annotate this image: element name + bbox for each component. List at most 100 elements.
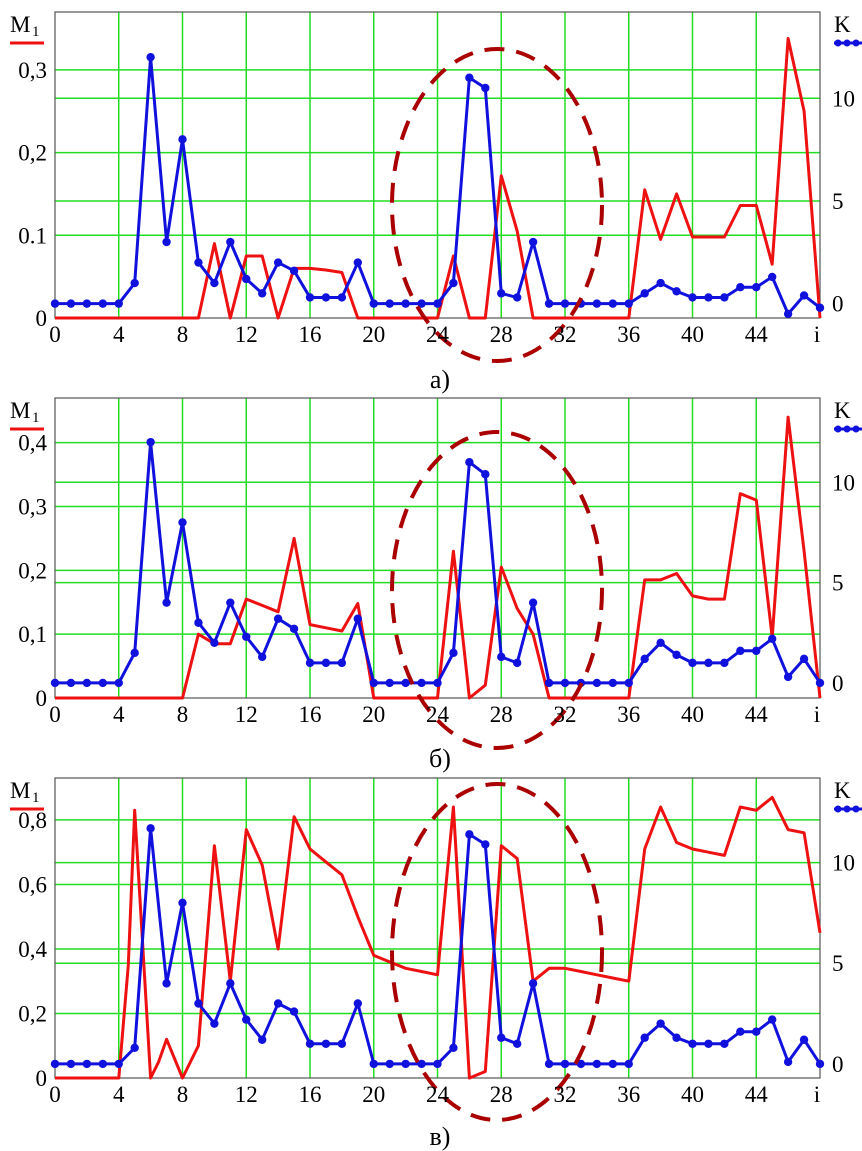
data-point bbox=[305, 1039, 315, 1048]
x-tick-label: 16 bbox=[299, 702, 322, 727]
x-tick-label: 44 bbox=[745, 322, 769, 347]
data-point bbox=[369, 299, 378, 308]
data-point bbox=[783, 309, 793, 319]
data-point bbox=[273, 258, 283, 267]
data-point bbox=[560, 1059, 570, 1069]
x-tick-label: 32 bbox=[554, 1082, 577, 1107]
data-point bbox=[799, 291, 809, 300]
data-point bbox=[146, 824, 155, 833]
y-left-tick-label: 0 bbox=[36, 1066, 48, 1091]
right-axis-label: K bbox=[834, 778, 851, 803]
data-point bbox=[481, 470, 490, 479]
data-point bbox=[799, 1035, 809, 1044]
data-point bbox=[130, 1043, 139, 1052]
x-tick-label: 40 bbox=[681, 1082, 704, 1107]
data-point bbox=[242, 632, 251, 641]
data-point bbox=[50, 1059, 60, 1069]
series-line-m1 bbox=[55, 37, 822, 320]
chart-panel-2: 0 4 8 12 16 20 24 28 32 36 40 44 i00,20,40,60,80510M… bbox=[10, 777, 862, 1151]
legend-k: K bbox=[834, 778, 862, 813]
x-tick-label: 16 bbox=[299, 1082, 322, 1107]
x-tick-label: 20 bbox=[362, 1082, 385, 1107]
x-tick-label: 28 bbox=[490, 322, 513, 347]
data-point bbox=[688, 1039, 697, 1048]
data-point bbox=[369, 678, 378, 688]
x-tick-label: 40 bbox=[681, 322, 704, 347]
data-point bbox=[210, 278, 219, 288]
data-point bbox=[321, 293, 331, 302]
y-right-tick-label: 10 bbox=[832, 851, 855, 876]
data-point bbox=[815, 303, 825, 312]
y-right-tick-label: 10 bbox=[832, 470, 855, 495]
data-point bbox=[353, 999, 363, 1008]
data-point bbox=[305, 658, 315, 668]
data-point bbox=[481, 840, 490, 849]
data-point bbox=[178, 135, 187, 144]
panel-label: в) bbox=[430, 1122, 451, 1151]
data-point bbox=[178, 518, 187, 527]
data-point bbox=[82, 1059, 92, 1069]
data-point bbox=[656, 1019, 665, 1028]
left-axis-subscript: 1 bbox=[32, 24, 40, 40]
x-tick-label: 4 bbox=[113, 322, 125, 347]
data-point bbox=[114, 1059, 123, 1069]
data-point bbox=[433, 678, 442, 688]
y-left-tick-label: 0,2 bbox=[18, 141, 47, 166]
data-point bbox=[82, 299, 92, 308]
data-point bbox=[162, 979, 171, 988]
x-tick-label: 36 bbox=[617, 702, 640, 727]
data-point bbox=[497, 652, 506, 662]
data-point bbox=[385, 678, 394, 688]
x-tick-label: 0 bbox=[49, 322, 61, 347]
data-point bbox=[544, 678, 554, 688]
data-point bbox=[799, 654, 809, 664]
y-left-tick-label: 0,8 bbox=[18, 808, 47, 833]
data-point bbox=[752, 1027, 761, 1036]
x-axis-end-label: i bbox=[814, 702, 820, 727]
y-left-tick-label: 0,3 bbox=[18, 58, 47, 83]
data-point bbox=[752, 282, 761, 292]
data-point bbox=[449, 278, 458, 288]
y-left-tick-label: 0,2 bbox=[18, 558, 47, 583]
data-point bbox=[66, 1059, 76, 1069]
legend-k-marker bbox=[852, 805, 860, 813]
x-tick-label: 8 bbox=[177, 322, 189, 347]
data-point bbox=[417, 299, 426, 308]
data-point bbox=[130, 648, 139, 658]
x-tick-label: 36 bbox=[617, 1082, 640, 1107]
data-point bbox=[146, 437, 155, 447]
y-right-tick-label: 5 bbox=[832, 951, 844, 976]
data-point bbox=[560, 678, 570, 688]
data-point bbox=[528, 979, 538, 988]
data-point bbox=[242, 274, 251, 284]
data-point bbox=[385, 1059, 394, 1069]
left-axis-label: M bbox=[10, 12, 30, 37]
data-point bbox=[178, 898, 187, 908]
data-point bbox=[337, 293, 347, 302]
legend-k-marker bbox=[834, 39, 842, 47]
data-point bbox=[736, 646, 745, 656]
data-point bbox=[815, 678, 825, 688]
data-point bbox=[226, 237, 235, 247]
legend-k-marker bbox=[843, 39, 851, 47]
data-point bbox=[210, 1019, 219, 1028]
data-point bbox=[449, 648, 458, 658]
legend-k-marker bbox=[843, 805, 851, 813]
legend-k-marker bbox=[843, 425, 851, 433]
data-point bbox=[114, 678, 123, 688]
data-point bbox=[50, 299, 60, 308]
panel-label: а) bbox=[430, 365, 450, 394]
data-point bbox=[592, 299, 602, 308]
x-tick-label: 40 bbox=[681, 702, 704, 727]
x-tick-label: 44 bbox=[745, 1082, 769, 1107]
y-right-tick-label: 5 bbox=[832, 189, 844, 214]
legend-k: K bbox=[834, 398, 862, 433]
data-point bbox=[257, 1035, 267, 1044]
data-point bbox=[162, 237, 171, 247]
data-point bbox=[194, 999, 203, 1008]
y-left-tick-label: 0 bbox=[36, 686, 48, 711]
